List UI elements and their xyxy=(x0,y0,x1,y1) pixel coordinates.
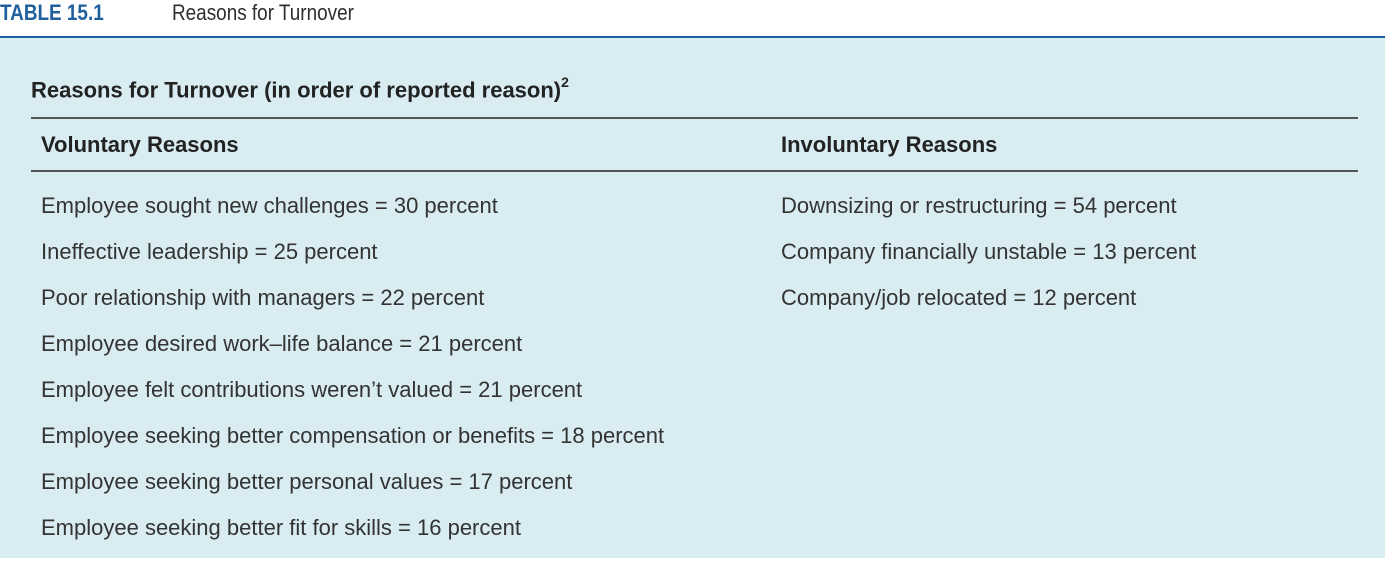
table-title: Reasons for Turnover xyxy=(172,0,354,25)
involuntary-reason-item: Company financially unstable = 13 percen… xyxy=(781,239,1197,264)
involuntary-reason-item: Company/job relocated = 12 percent xyxy=(781,285,1137,310)
table-header: TABLE 15.1 Reasons for Turnover xyxy=(0,0,384,30)
involuntary-column-heading: Involuntary Reasons xyxy=(781,132,998,157)
header-divider xyxy=(0,36,1385,38)
column-heading-divider xyxy=(31,170,1358,172)
subtitle-divider xyxy=(31,117,1358,119)
voluntary-reason-item: Employee sought new challenges = 30 perc… xyxy=(41,193,498,218)
voluntary-reason-item: Employee felt contributions weren’t valu… xyxy=(41,377,583,402)
footnote-marker: 2 xyxy=(561,74,569,90)
table-number: TABLE 15.1 xyxy=(0,0,104,25)
table-subtitle-text: Reasons for Turnover (in order of report… xyxy=(31,77,562,103)
voluntary-reason-item: Employee seeking better personal values … xyxy=(41,469,573,494)
voluntary-reason-item: Ineffective leadership = 25 percent xyxy=(41,239,378,264)
voluntary-column-heading: Voluntary Reasons xyxy=(41,132,239,157)
table-panel xyxy=(0,38,1385,558)
voluntary-reasons-list: Employee sought new challenges = 30 perc… xyxy=(41,183,664,551)
voluntary-reason-item: Employee desired work–life balance = 21 … xyxy=(41,331,523,356)
involuntary-reason-item: Downsizing or restructuring = 54 percent xyxy=(781,193,1177,218)
table-subtitle: Reasons for Turnover (in order of report… xyxy=(31,74,569,103)
voluntary-reason-item: Employee seeking better fit for skills =… xyxy=(41,515,521,540)
voluntary-reason-item: Employee seeking better compensation or … xyxy=(41,423,665,448)
voluntary-reason-item: Poor relationship with managers = 22 per… xyxy=(41,285,485,310)
involuntary-reasons-list: Downsizing or restructuring = 54 percent… xyxy=(781,183,1196,321)
